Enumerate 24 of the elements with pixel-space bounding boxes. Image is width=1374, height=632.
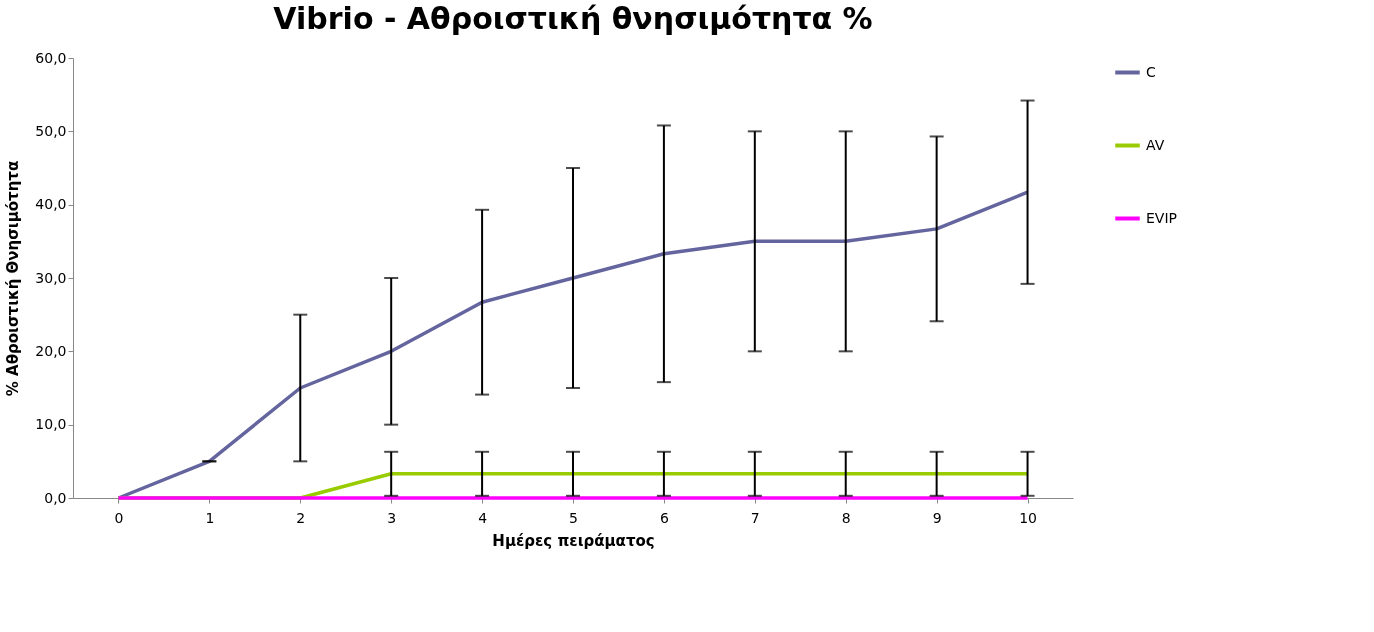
- y-tick-label: 50,0: [35, 122, 67, 139]
- x-tick-label: 1: [205, 509, 215, 526]
- y-tick-label: 0,0: [44, 489, 67, 506]
- x-tick-label: 6: [659, 509, 669, 526]
- legend-label: C: [1146, 63, 1156, 80]
- y-tick-label: 60,0: [35, 49, 67, 66]
- x-tick-label: 3: [387, 509, 397, 526]
- chart-title: Vibrio - Αθροιστική θνησιμότητα %: [273, 1, 873, 36]
- x-tick-label: 0: [114, 509, 124, 526]
- x-axis-title: Ημέρες πειράματος: [492, 531, 655, 550]
- legend-label: EVIP: [1146, 209, 1177, 226]
- y-tick-label: 10,0: [35, 416, 67, 433]
- legend-label: AV: [1146, 136, 1165, 153]
- x-tick-label: 5: [569, 509, 578, 526]
- x-tick-label: 4: [478, 509, 488, 526]
- x-tick-label: 2: [296, 509, 306, 526]
- y-tick-label: 40,0: [35, 196, 67, 213]
- x-tick-label: 9: [932, 509, 942, 526]
- x-tick-label: 10: [1019, 509, 1037, 526]
- x-tick-label: 8: [841, 509, 851, 526]
- y-tick-label: 30,0: [35, 269, 67, 286]
- x-tick-label: 7: [750, 509, 760, 526]
- y-tick-label: 20,0: [35, 342, 67, 359]
- y-axis-title: % Αθροιστική Θνησιμότητα: [4, 160, 23, 397]
